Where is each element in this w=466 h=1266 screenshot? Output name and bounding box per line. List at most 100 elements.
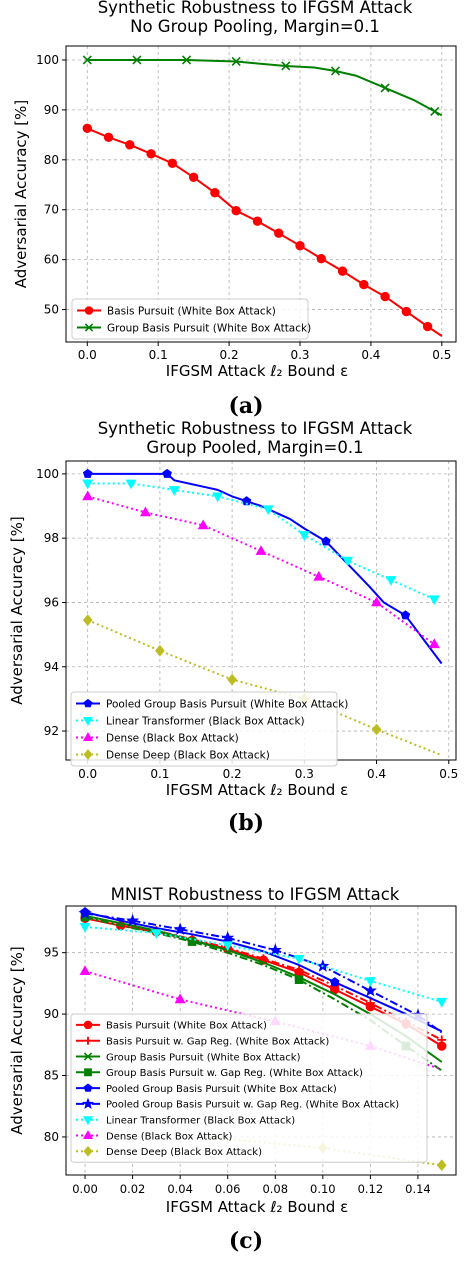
series-2 (82, 490, 440, 649)
data-point (181, 55, 192, 65)
x-tick-label: 0.00 (72, 1182, 98, 1196)
y-tick-label: 90 (44, 103, 59, 117)
data-point (150, 929, 162, 939)
legend-item: Basis Pursuit (White Box Attack) (76, 1020, 267, 1032)
y-tick-label: 80 (44, 153, 59, 167)
data-point (222, 941, 234, 952)
data-point (146, 149, 156, 159)
data-point (231, 56, 241, 67)
data-point (371, 596, 383, 607)
data-point (155, 644, 165, 657)
data-point (294, 975, 304, 984)
data-point (79, 965, 91, 975)
y-tick-label: 100 (36, 467, 59, 481)
y-tick-label: 94 (44, 660, 59, 674)
legend: Basis Pursuit (White Box Attack) Basis Pu… (70, 1013, 428, 1163)
series-1 (82, 479, 440, 606)
data-point (78, 906, 92, 919)
chart-panel-c: MNIST Robustness to IFGSM Attack 0.00 0.02… (8, 885, 457, 1216)
x-tick-label: 0.4 (367, 767, 386, 781)
data-point (371, 723, 382, 736)
legend-marker (82, 717, 94, 726)
legend-marker (82, 1116, 94, 1126)
y-axis-label: Adversarial Accuracy [%] (8, 946, 26, 1134)
chart-title: Synthetic Robustness to IFGSM Attack (98, 419, 413, 438)
data-point (385, 576, 397, 586)
data-point (436, 1159, 447, 1171)
data-point (255, 545, 267, 555)
legend-item: Basis Pursuit (White Box Attack) (77, 305, 276, 317)
y-tick-label: 95 (44, 946, 59, 960)
y-tick-label: 85 (44, 1069, 59, 1083)
x-tick-label: 0.0 (78, 348, 97, 362)
legend-marker (81, 1097, 95, 1110)
legend-box (70, 691, 338, 767)
series-1 (82, 55, 443, 117)
data-point (294, 965, 304, 975)
legend-label: Pooled Group Basis Pursuit w. Gap Reg. (… (106, 1100, 399, 1111)
x-tick-label: 0.1 (150, 767, 169, 781)
legend-label: Linear Transformer (Black Box Attack) (106, 715, 305, 727)
y-tick-label: 60 (44, 253, 59, 267)
legend: Pooled Group Basis Pursuit (White Box At… (70, 691, 348, 767)
panel-caption-b: (b) (228, 810, 264, 836)
legend-label: Group Basis Pursuit w. Gap Reg. (White B… (106, 1068, 363, 1079)
legend-marker (83, 749, 93, 760)
legend-marker (83, 1083, 93, 1092)
data-point (364, 977, 376, 987)
legend-item: Group Basis Pursuit (White Box Attack) (76, 1052, 301, 1063)
data-point (359, 279, 369, 290)
x-tick-label: 0.06 (215, 1182, 241, 1196)
legend-label: Dense (Black Box Attack) (106, 1131, 233, 1142)
x-tick-label: 0.08 (262, 1182, 288, 1196)
legend-marker (83, 1052, 93, 1061)
data-point (401, 306, 412, 317)
legend-item: Dense (Black Box Attack) (76, 1130, 233, 1142)
legend-label: Group Basis Pursuit (White Box Attack) (106, 1052, 301, 1063)
data-point (313, 570, 325, 581)
legend-label: Basis Pursuit w. Gap Reg. (White Box Att… (106, 1037, 329, 1048)
x-tick-label: 0.10 (310, 1182, 336, 1196)
legend-item: Basis Pursuit w. Gap Reg. (White Box Att… (76, 1037, 329, 1048)
chart-subtitle: Group Pooled, Margin=0.1 (146, 438, 363, 457)
x-tick-label: 0.1 (149, 348, 168, 362)
x-tick-label: 0.3 (290, 348, 309, 362)
y-tick-label: 80 (44, 1130, 59, 1144)
x-tick-label: 0.04 (167, 1182, 193, 1196)
panel-caption-c: (c) (229, 1228, 263, 1254)
legend-item: Pooled Group Basis Pursuit (White Box At… (76, 698, 348, 710)
data-point (82, 614, 93, 626)
x-axis-label: IFGSM Attack ℓ₂ Bound ε (166, 1198, 348, 1216)
y-tick-label: 98 (44, 531, 59, 545)
data-point (126, 913, 140, 927)
y-tick-label: 92 (44, 724, 59, 738)
legend-label: Pooled Group Basis Pursuit (White Box At… (106, 1084, 337, 1095)
data-point (428, 638, 440, 649)
legend-box (70, 1013, 428, 1163)
data-point (174, 993, 186, 1004)
data-point (252, 216, 263, 226)
legend-marker (84, 323, 94, 332)
data-point (363, 983, 377, 997)
data-point (329, 977, 340, 987)
legend-item: Group Basis Pursuit w. Gap Reg. (White B… (76, 1068, 363, 1079)
data-point (168, 486, 180, 496)
legend-marker (83, 1020, 93, 1030)
data-point (139, 506, 151, 517)
series-6 (79, 923, 448, 1008)
legend-label: Group Basis Pursuit (White Box Attack) (107, 322, 311, 334)
x-tick-label: 0.3 (295, 767, 314, 781)
data-point (212, 492, 224, 503)
data-point (231, 206, 241, 216)
legend-label: Basis Pursuit (White Box Attack) (106, 1021, 267, 1032)
chart-panel-b: Synthetic Robustness to IFGSM AttackGrou… (8, 419, 458, 799)
y-tick-label: 96 (44, 595, 59, 609)
data-point (321, 536, 331, 546)
data-point (173, 922, 187, 935)
legend-label: Pooled Group Basis Pursuit (White Box At… (106, 698, 348, 710)
legend: Basis Pursuit (White Box Attack) Group Ba… (71, 298, 311, 340)
legend-item: Linear Transformer (Black Box Attack) (76, 715, 305, 727)
data-point (162, 468, 172, 478)
x-tick-label: 0.5 (439, 767, 458, 781)
